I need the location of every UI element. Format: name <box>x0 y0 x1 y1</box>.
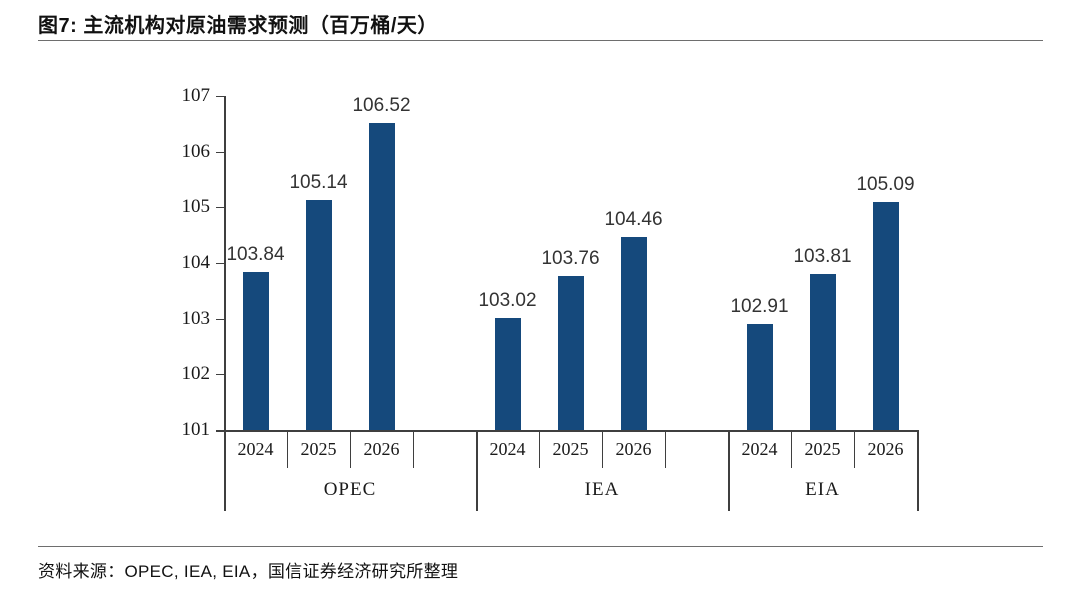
y-axis-tick-mark <box>216 374 224 376</box>
bar <box>809 273 836 430</box>
y-axis-tick-label: 103 <box>181 307 211 329</box>
bar <box>494 317 521 430</box>
bar-value-label: 106.52 <box>352 94 411 116</box>
bar-value-label: 103.76 <box>541 248 600 270</box>
x-axis-year-label: 2024 <box>741 439 778 459</box>
bar <box>872 202 899 430</box>
y-axis-tick-label: 101 <box>181 419 211 440</box>
title-divider-line <box>38 40 1043 41</box>
y-axis-tick-mark <box>216 207 224 209</box>
bar <box>746 323 773 430</box>
year-cell-divider <box>854 430 855 468</box>
y-axis-tick-label: 105 <box>181 196 211 218</box>
y-axis-tick-mark <box>216 151 224 153</box>
x-axis-year-label: 2025 <box>552 439 589 459</box>
x-axis-year-label: 2024 <box>489 439 526 459</box>
x-axis-group-label: OPEC <box>323 479 377 500</box>
x-axis-year-label: 2026 <box>615 439 652 459</box>
bar-value-label: 104.46 <box>604 209 663 231</box>
x-axis-year-label: 2026 <box>363 439 400 459</box>
y-axis-tick-label: 102 <box>181 363 211 385</box>
year-cell-divider <box>287 430 288 468</box>
year-cell-divider <box>665 430 666 468</box>
group-boundary-line <box>476 430 478 511</box>
x-axis-year-label: 2026 <box>867 439 904 459</box>
source-divider-line <box>38 546 1043 547</box>
y-axis-tick-label: 104 <box>181 252 211 273</box>
y-axis-tick-label: 106 <box>181 140 211 162</box>
y-axis-tick-mark <box>216 263 224 264</box>
grouped-bar-chart: 101 102 103 104 105 106 107 103.84 2024 105.14 202… <box>181 85 919 511</box>
y-axis-tick-label: 107 <box>181 85 211 106</box>
bar <box>242 271 269 430</box>
x-axis-line <box>216 430 917 432</box>
x-axis-group-label: IEA <box>584 479 620 500</box>
y-axis-tick-mark <box>216 96 224 97</box>
x-axis-year-label: 2025 <box>804 439 841 459</box>
bar-value-label: 103.84 <box>226 243 285 265</box>
bar-value-label: 102.91 <box>730 295 789 317</box>
bar-value-label: 103.81 <box>793 245 852 267</box>
year-cell-divider <box>539 430 540 468</box>
x-axis-group-label: EIA <box>805 479 840 500</box>
bar <box>305 199 332 430</box>
group-boundary-line <box>224 430 226 511</box>
group-boundary-line <box>917 430 919 511</box>
year-cell-divider <box>791 430 792 468</box>
y-axis-line <box>224 96 226 430</box>
year-cell-divider <box>350 430 351 468</box>
bar-value-label: 103.02 <box>478 289 537 311</box>
figure-title: 图7: 主流机构对原油需求预测（百万桶/天） <box>38 15 438 37</box>
bar-value-label: 105.14 <box>289 171 348 193</box>
group-boundary-line <box>728 430 730 511</box>
x-axis-year-label: 2025 <box>300 439 337 459</box>
year-cell-divider <box>602 430 603 468</box>
data-source-note: 资料来源：OPEC, IEA, EIA，国信证券经济研究所整理 <box>38 562 459 581</box>
bar-value-label: 105.09 <box>856 174 915 196</box>
year-cell-divider <box>413 430 414 468</box>
bar <box>557 276 584 430</box>
bar <box>368 122 395 430</box>
bar <box>620 237 647 430</box>
x-axis-year-label: 2024 <box>237 439 274 459</box>
y-axis-tick-mark <box>216 318 224 320</box>
